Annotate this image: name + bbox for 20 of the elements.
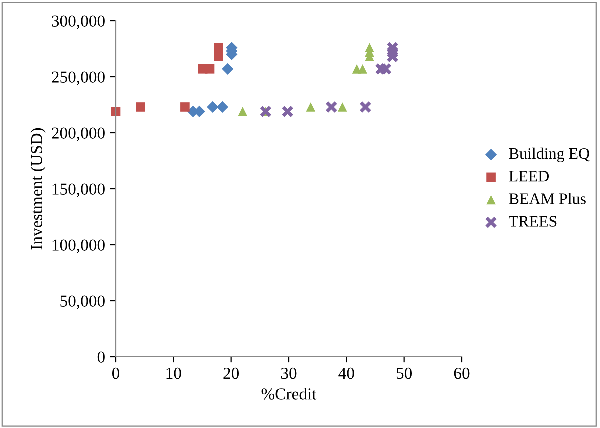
x-tick-label: 0 (112, 368, 120, 380)
legend-label: TREES (509, 216, 557, 227)
x-tick-label: 40 (338, 368, 354, 380)
legend-label: LEED (509, 171, 550, 182)
y-tick-label: 50,000 (60, 296, 105, 310)
y-tick-label: 200,000 (52, 128, 105, 142)
y-tick-label: 100,000 (52, 240, 105, 254)
x-tick-label: 30 (281, 368, 297, 380)
y-axis-title: Investment (USD) (30, 128, 46, 250)
y-tick-label: 300,000 (52, 16, 105, 30)
legend-label: BEAM Plus (509, 193, 586, 204)
x-tick-label: 60 (454, 368, 470, 380)
y-tick-label: 250,000 (52, 72, 105, 86)
x-tick-label: 50 (396, 368, 412, 380)
x-tick-label: 10 (166, 368, 182, 380)
x-axis-title: %Credit (262, 388, 317, 400)
x-tick-label: 20 (224, 368, 240, 380)
legend-label: Building EQ (509, 148, 590, 162)
y-tick-label: 0 (98, 352, 105, 363)
y-tick-label: 150,000 (52, 184, 105, 198)
